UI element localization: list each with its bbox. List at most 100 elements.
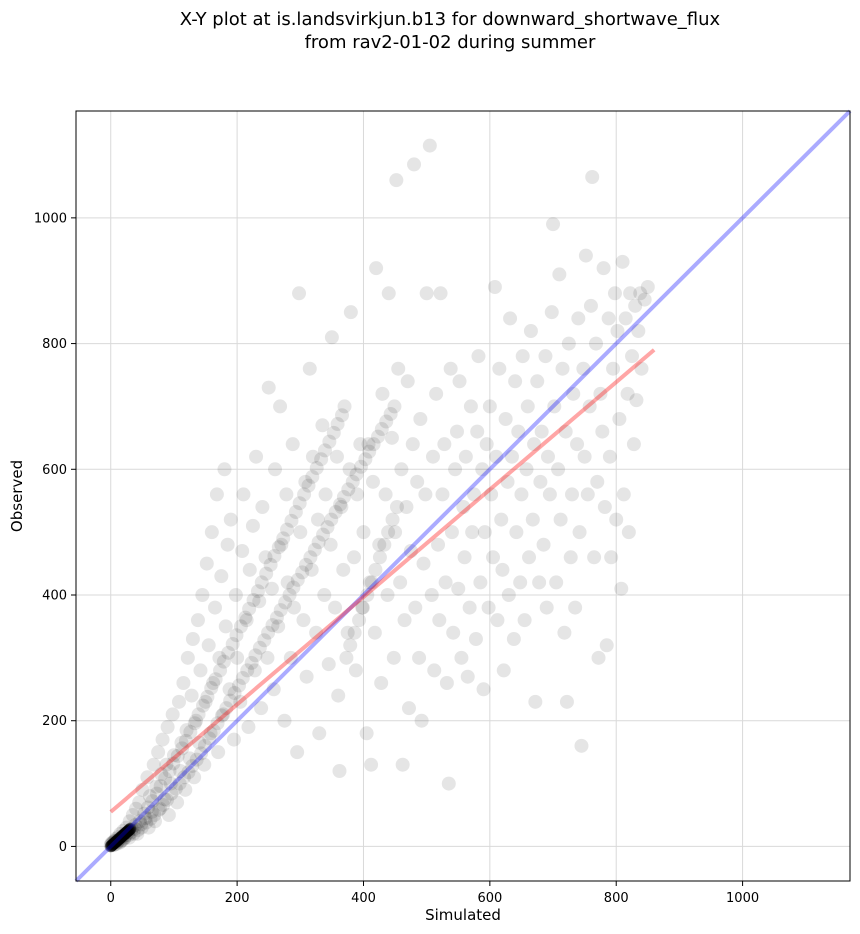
data-point bbox=[568, 600, 583, 615]
data-point bbox=[138, 811, 153, 826]
y-tick-label: 0 bbox=[59, 840, 67, 855]
data-point bbox=[236, 487, 251, 502]
data-point bbox=[121, 828, 136, 843]
data-point bbox=[271, 619, 286, 634]
data-point bbox=[184, 688, 199, 703]
data-point bbox=[112, 833, 125, 846]
data-point bbox=[462, 600, 477, 615]
data-point bbox=[145, 794, 160, 809]
data-point bbox=[303, 550, 318, 565]
data-point bbox=[178, 733, 193, 748]
data-point bbox=[585, 170, 600, 184]
data-point bbox=[129, 801, 144, 816]
data-point bbox=[566, 386, 581, 401]
data-point bbox=[388, 525, 403, 540]
data-point bbox=[154, 767, 169, 782]
x-axis-label: Simulated bbox=[425, 906, 501, 924]
data-point bbox=[166, 748, 181, 763]
data-point bbox=[508, 374, 523, 389]
data-point bbox=[113, 834, 128, 849]
data-point bbox=[105, 839, 118, 852]
data-point bbox=[105, 835, 120, 850]
data-point bbox=[141, 820, 156, 835]
data-point bbox=[159, 792, 174, 807]
data-point bbox=[486, 550, 501, 565]
data-point bbox=[454, 650, 469, 665]
data-point bbox=[132, 795, 147, 810]
data-point bbox=[115, 833, 130, 848]
data-point bbox=[525, 512, 540, 527]
data-point bbox=[361, 437, 376, 452]
data-point bbox=[612, 412, 627, 426]
data-point bbox=[111, 834, 124, 847]
data-point bbox=[347, 550, 362, 565]
x-tick-label: 200 bbox=[225, 891, 250, 906]
data-point bbox=[471, 349, 486, 364]
data-point bbox=[269, 610, 284, 625]
data-point bbox=[328, 505, 343, 520]
data-point bbox=[433, 286, 448, 301]
data-point bbox=[258, 550, 273, 565]
data-point bbox=[144, 804, 159, 819]
data-point bbox=[252, 594, 267, 609]
data-point bbox=[288, 505, 303, 520]
data-point bbox=[532, 575, 547, 590]
data-point bbox=[470, 424, 485, 439]
data-point bbox=[110, 834, 123, 847]
data-point bbox=[147, 808, 162, 822]
data-point bbox=[441, 776, 456, 791]
data-point bbox=[401, 701, 416, 716]
data-point bbox=[242, 562, 257, 577]
data-point bbox=[110, 835, 125, 850]
data-point bbox=[113, 832, 126, 845]
data-point bbox=[228, 588, 243, 602]
data-point bbox=[414, 713, 429, 728]
data-point bbox=[115, 830, 128, 843]
data-point bbox=[583, 298, 598, 313]
data-point bbox=[118, 828, 133, 843]
data-point bbox=[330, 417, 345, 432]
data-point bbox=[213, 663, 228, 678]
data-point bbox=[353, 459, 368, 474]
data-point bbox=[164, 786, 179, 801]
data-point bbox=[432, 613, 447, 628]
x-tick-label: 600 bbox=[477, 891, 502, 906]
data-point bbox=[348, 663, 363, 678]
data-point bbox=[134, 817, 149, 832]
data-point bbox=[238, 610, 253, 625]
data-point bbox=[379, 414, 394, 429]
data-point bbox=[109, 836, 124, 851]
data-point bbox=[230, 650, 245, 665]
data-point bbox=[151, 745, 166, 760]
data-point bbox=[542, 487, 557, 502]
data-point bbox=[332, 764, 347, 778]
data-point bbox=[107, 838, 120, 851]
data-point bbox=[121, 825, 134, 838]
data-point bbox=[292, 286, 307, 301]
y-tick-label: 600 bbox=[42, 463, 67, 478]
data-point bbox=[595, 424, 610, 439]
data-point bbox=[438, 575, 453, 590]
data-point bbox=[590, 474, 605, 489]
data-point bbox=[244, 655, 259, 670]
data-point bbox=[113, 826, 128, 841]
data-point bbox=[604, 550, 619, 565]
data-point bbox=[576, 361, 591, 376]
data-point bbox=[157, 792, 172, 807]
data-point bbox=[349, 467, 364, 482]
data-point bbox=[199, 556, 214, 571]
data-point bbox=[209, 487, 224, 502]
data-point bbox=[210, 716, 225, 731]
data-point bbox=[383, 406, 398, 421]
data-point bbox=[412, 650, 427, 665]
chart-title-line1: X-Y plot at is.landsvirkjun.b13 for down… bbox=[180, 9, 721, 30]
data-point bbox=[582, 399, 597, 414]
data-point bbox=[495, 562, 510, 577]
data-point bbox=[298, 557, 313, 572]
data-point bbox=[422, 138, 437, 153]
data-point bbox=[364, 757, 379, 772]
data-point bbox=[271, 540, 286, 555]
data-point bbox=[540, 449, 555, 464]
data-point bbox=[103, 838, 118, 853]
data-point bbox=[166, 756, 181, 771]
